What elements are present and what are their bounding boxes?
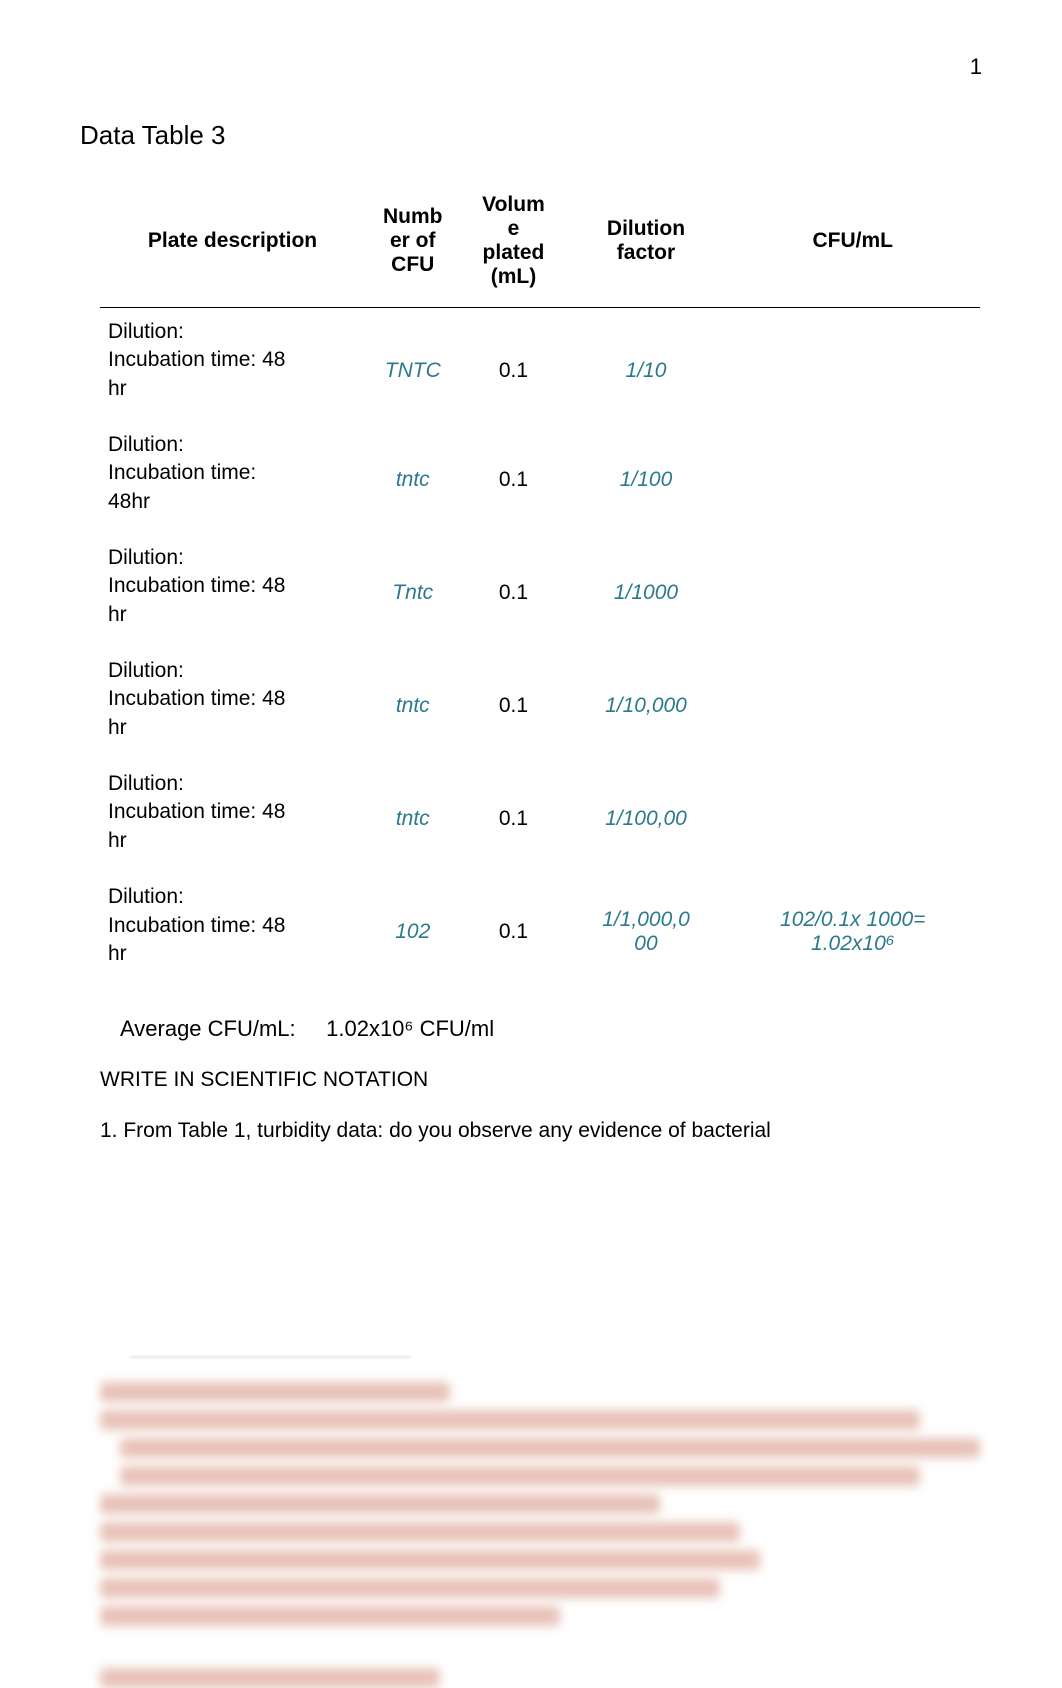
cell-cfu-ml [726, 423, 981, 536]
data-table: Plate description Number ofCFU Volumepla… [100, 187, 980, 988]
cell-cfu: tntc [365, 649, 460, 762]
blurred-line [120, 1466, 920, 1486]
scientific-notation-note: WRITE IN SCIENTIFIC NOTATION [100, 1068, 982, 1092]
page-number: 1 [970, 54, 982, 80]
question-1: 1. From Table 1, turbidity data: do you … [100, 1116, 982, 1145]
cell-dilution: 1/100 [566, 423, 725, 536]
table-row: Dilution:Incubation time: 48hrTNTC0.11/1… [100, 308, 980, 424]
blurred-divider [130, 1356, 410, 1358]
cell-volume: 0.1 [460, 649, 566, 762]
cell-cfu: TNTC [365, 308, 460, 424]
blurred-footer-line [100, 1668, 440, 1688]
header-plate-description: Plate description [100, 187, 365, 308]
cell-dilution: 1/100,00 [566, 762, 725, 875]
blurred-line [120, 1438, 980, 1458]
cell-plate-description: Dilution:Incubation time:48hr [100, 423, 365, 536]
cell-dilution: 1/10,000 [566, 649, 725, 762]
header-dilution-factor: Dilutionfactor [566, 187, 725, 308]
cell-plate-description: Dilution:Incubation time: 48hr [100, 875, 365, 988]
blurred-content [100, 1356, 982, 1688]
table-row: Dilution:Incubation time:48hrtntc0.11/10… [100, 423, 980, 536]
cell-cfu-ml [726, 762, 981, 875]
cell-cfu: tntc [365, 762, 460, 875]
blurred-line [100, 1578, 720, 1598]
cell-cfu: 102 [365, 875, 460, 988]
cell-plate-description: Dilution:Incubation time: 48hr [100, 536, 365, 649]
cell-cfu-ml [726, 536, 981, 649]
blurred-line [100, 1410, 920, 1430]
cell-cfu: Tntc [365, 536, 460, 649]
cell-cfu-ml: 102/0.1x 1000=1.02x10⁶ [726, 875, 981, 988]
cell-volume: 0.1 [460, 875, 566, 988]
cell-dilution: 1/1,000,000 [566, 875, 725, 988]
cell-dilution: 1/10 [566, 308, 725, 424]
cell-cfu-ml [726, 308, 981, 424]
header-cfu-ml: CFU/mL [726, 187, 981, 308]
cell-cfu: tntc [365, 423, 460, 536]
average-row: Average CFU/mL: 1.02x10⁶ CFU/ml [120, 1016, 982, 1042]
cell-dilution: 1/1000 [566, 536, 725, 649]
blurred-line [100, 1606, 560, 1626]
cell-volume: 0.1 [460, 536, 566, 649]
header-number-of-cfu: Number ofCFU [365, 187, 460, 308]
cell-volume: 0.1 [460, 308, 566, 424]
table-row: Dilution:Incubation time: 48hr1020.11/1,… [100, 875, 980, 988]
header-volume-plated: Volumeplated(mL) [460, 187, 566, 308]
cell-volume: 0.1 [460, 762, 566, 875]
table-title: Data Table 3 [80, 120, 982, 151]
blurred-line [100, 1382, 450, 1402]
cell-plate-description: Dilution:Incubation time: 48hr [100, 649, 365, 762]
cell-plate-description: Dilution:Incubation time: 48hr [100, 762, 365, 875]
cell-volume: 0.1 [460, 423, 566, 536]
blurred-line [100, 1522, 740, 1542]
cell-plate-description: Dilution:Incubation time: 48hr [100, 308, 365, 424]
average-value: 1.02x10⁶ CFU/ml [326, 1016, 494, 1042]
page: 1 Data Table 3 Plate description Number … [0, 0, 1062, 1556]
cell-cfu-ml [726, 649, 981, 762]
blurred-line [100, 1494, 660, 1514]
table-row: Dilution:Incubation time: 48hrtntc0.11/1… [100, 649, 980, 762]
average-label: Average CFU/mL: [120, 1016, 320, 1042]
blurred-line [100, 1550, 760, 1570]
table-row: Dilution:Incubation time: 48hrtntc0.11/1… [100, 762, 980, 875]
table-row: Dilution:Incubation time: 48hrTntc0.11/1… [100, 536, 980, 649]
